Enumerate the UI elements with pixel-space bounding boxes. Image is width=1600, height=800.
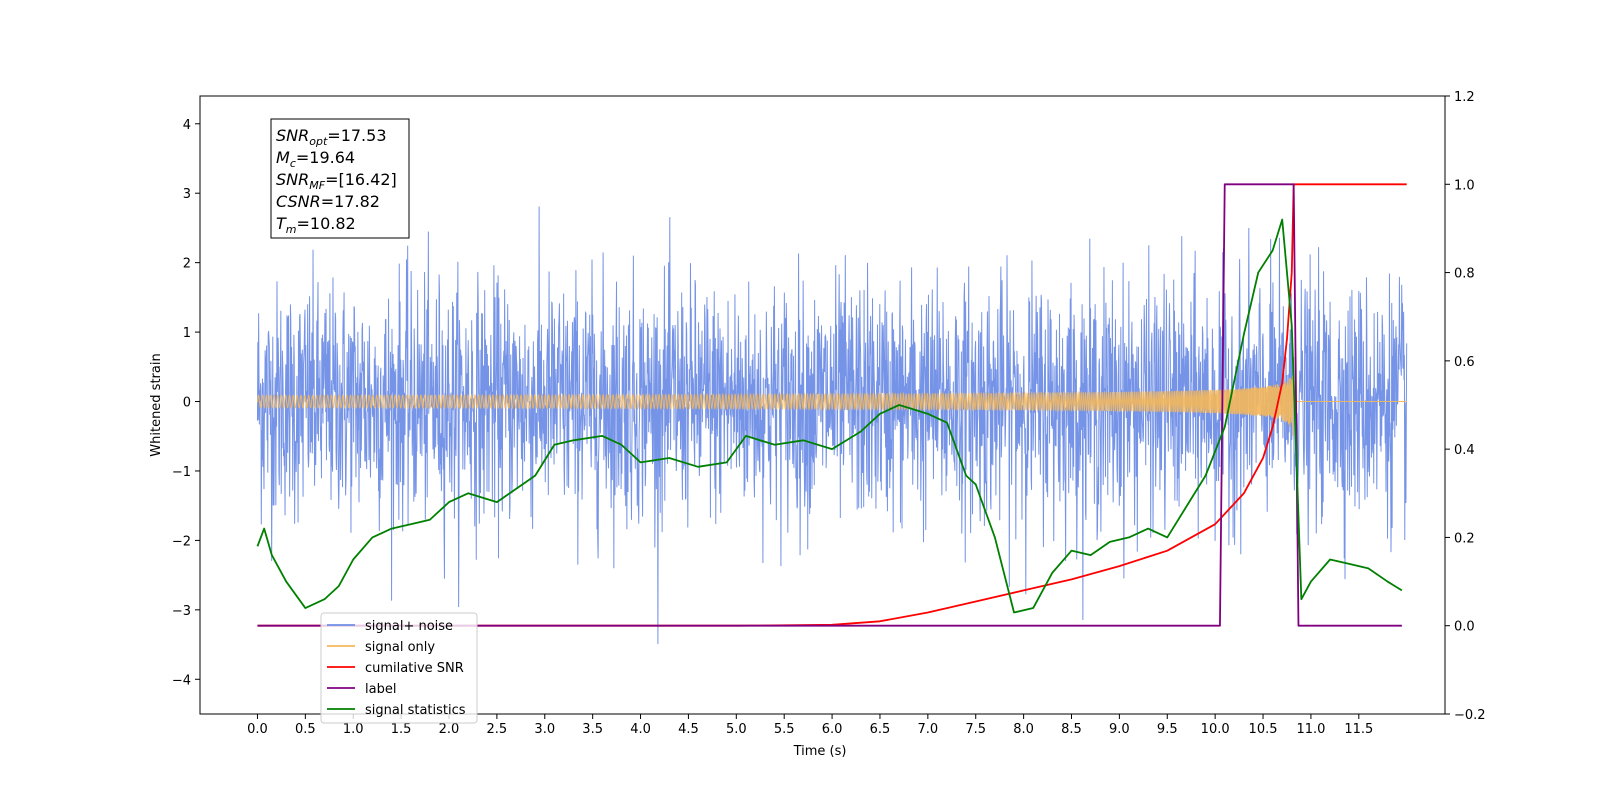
series-layer bbox=[256, 183, 1408, 644]
y-tick-label: −4 bbox=[172, 673, 191, 688]
y-tick-label: 3 bbox=[183, 187, 191, 202]
annotation-box: SNRopt=17.53Mc=19.64SNRMF=[16.42]CSNR=17… bbox=[270, 118, 410, 239]
legend-label-label: label bbox=[365, 682, 396, 697]
x-tick-label: 0.5 bbox=[295, 722, 316, 737]
y-tick-label: −1 bbox=[172, 465, 191, 480]
annotation-frame bbox=[270, 118, 410, 239]
annotation-line: SNRMF=[16.42] bbox=[276, 170, 397, 192]
x-tick-label: 4.5 bbox=[678, 722, 699, 737]
y-axis-label: Whitened strain bbox=[149, 353, 164, 456]
x-tick-label: 6.5 bbox=[870, 722, 891, 737]
x-tick-label: 0.0 bbox=[247, 722, 268, 737]
series-signal-statistics-line bbox=[256, 218, 1403, 614]
annotation-line: CSNR=17.82 bbox=[276, 192, 380, 211]
y2-tick-label: 0.8 bbox=[1454, 267, 1475, 282]
annotation-line: SNRopt=17.53 bbox=[276, 126, 387, 148]
y-tick-label: 0 bbox=[183, 396, 191, 411]
x-tick-label: 8.0 bbox=[1013, 722, 1034, 737]
y-tick-label: 1 bbox=[183, 326, 191, 341]
series-signal-only-line bbox=[256, 358, 1407, 437]
x-tick-label: 1.0 bbox=[343, 722, 364, 737]
x-tick-label: 10.0 bbox=[1201, 722, 1230, 737]
annotation-line: Tm=10.82 bbox=[276, 214, 356, 236]
x-tick-label: 5.5 bbox=[774, 722, 795, 737]
x-tick-label: 2.0 bbox=[439, 722, 460, 737]
x-tick-label: 3.0 bbox=[534, 722, 555, 737]
plot-area bbox=[256, 183, 1408, 644]
y2-tick-label: 0.2 bbox=[1454, 531, 1475, 546]
series-label-line bbox=[257, 183, 1402, 627]
x-tick-label: 10.5 bbox=[1249, 722, 1278, 737]
legend-frame bbox=[320, 612, 478, 724]
x-tick-label: 5.0 bbox=[726, 722, 747, 737]
y2-tick-label: 1.0 bbox=[1454, 178, 1475, 193]
x-tick-label: 6.0 bbox=[822, 722, 843, 737]
plot-frame bbox=[199, 95, 1446, 715]
legend-label-signal-statistics: signal statistics bbox=[365, 703, 466, 718]
x-tick-label: 7.5 bbox=[965, 722, 986, 737]
x-tick-label: 9.0 bbox=[1109, 722, 1130, 737]
x-tick-label: 7.0 bbox=[918, 722, 939, 737]
x-axis: 0.0 0.5 1.0 1.5 2.0 2.5 3.0 3.5 4.0 4.5 5.0 5.5 6.0 6… bbox=[247, 714, 1373, 737]
x-tick-label: 1.5 bbox=[391, 722, 412, 737]
x-tick-label: 2.5 bbox=[487, 722, 508, 737]
x-tick-label: 4.0 bbox=[630, 722, 651, 737]
x-tick-label: 8.5 bbox=[1061, 722, 1082, 737]
y2-tick-label: 0.6 bbox=[1454, 355, 1475, 370]
series-signal-noise-line bbox=[256, 206, 1408, 644]
y-tick-label: 4 bbox=[183, 118, 191, 133]
y2-tick-label: 1.2 bbox=[1454, 90, 1475, 105]
y-tick-label: 2 bbox=[183, 257, 191, 272]
series-cumilative-snr-line bbox=[257, 183, 1407, 627]
y-tick-label: −3 bbox=[172, 604, 191, 619]
annotation-line: Mc=19.64 bbox=[276, 148, 355, 170]
x-tick-label: 9.5 bbox=[1157, 722, 1178, 737]
x-tick-label: 11.5 bbox=[1344, 722, 1373, 737]
y-axis-right: 1.2 1.0 0.8 0.6 0.4 0.2 0.0 −0.2 bbox=[1445, 90, 1486, 723]
legend-label-signal-noise: signal+ noise bbox=[365, 619, 453, 634]
y2-tick-label: 0.4 bbox=[1454, 443, 1475, 458]
x-tick-label: 11.0 bbox=[1296, 722, 1325, 737]
legend-label-signal-only: signal only bbox=[365, 640, 435, 655]
y2-tick-label: 0.0 bbox=[1454, 620, 1475, 635]
x-tick-label: 3.5 bbox=[582, 722, 603, 737]
y2-tick-label: −0.2 bbox=[1454, 708, 1486, 723]
legend-label-cumilative-snr: cumilative SNR bbox=[365, 661, 464, 676]
x-axis-label: Time (s) bbox=[793, 744, 847, 759]
y-tick-label: −2 bbox=[172, 534, 191, 549]
legend: signal+ noise signal only cumilative SNR la… bbox=[320, 612, 478, 724]
y-axis-left: 4 3 2 1 0 −1 −2 −3 −4 bbox=[172, 118, 200, 688]
